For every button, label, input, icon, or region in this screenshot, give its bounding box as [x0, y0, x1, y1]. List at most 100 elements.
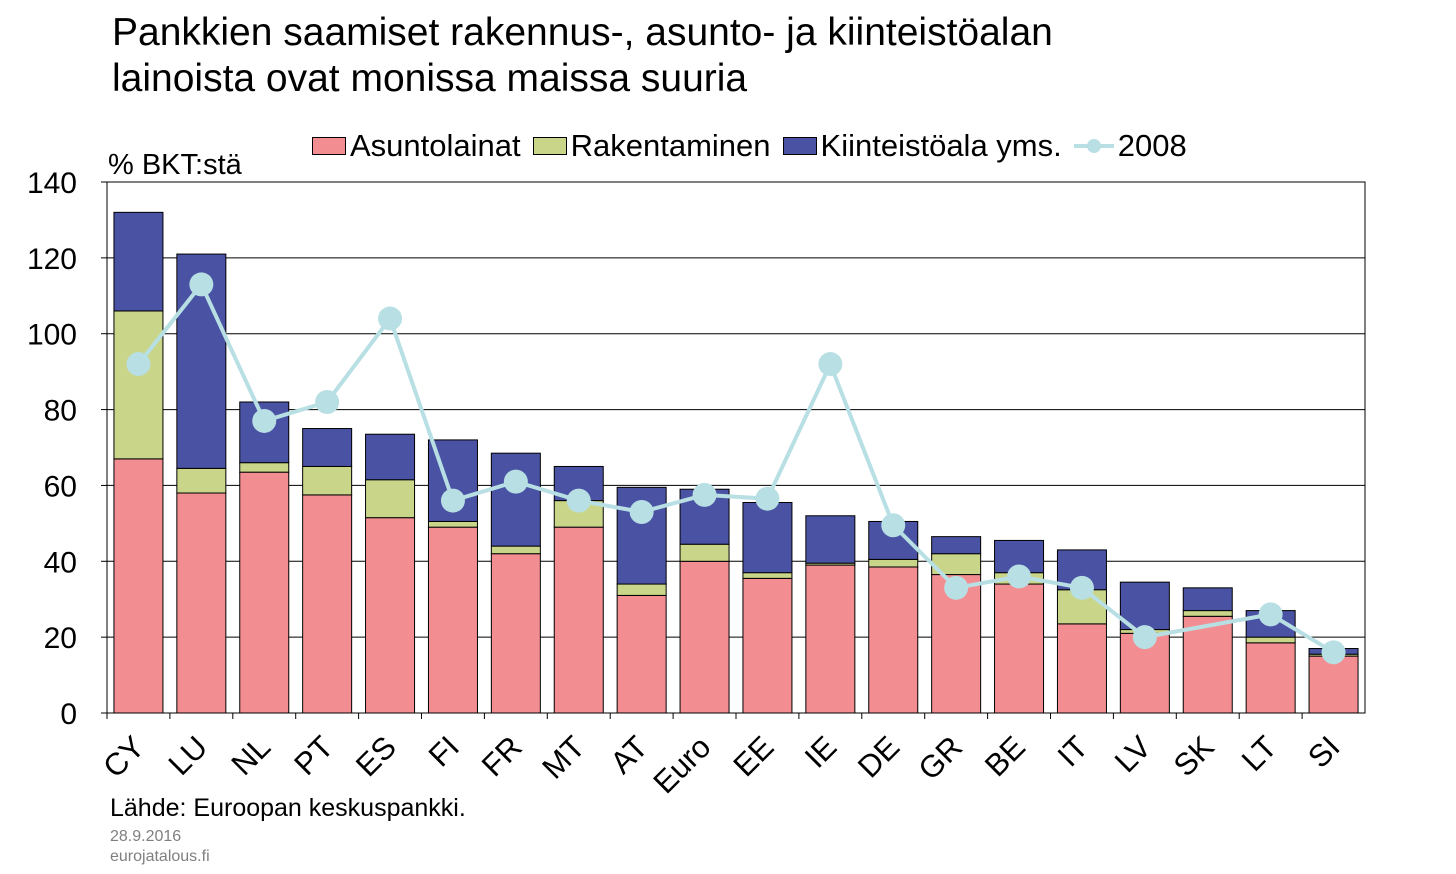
- y-tick-label-60: 60: [44, 470, 77, 503]
- bar-kiinteistoala-lv: [1119, 581, 1170, 631]
- legend-swatch-rakentaminen: [532, 137, 567, 155]
- bar-rakentaminen-ee: [742, 572, 793, 579]
- bar-kiinteistoala-sk: [1182, 587, 1233, 612]
- bar-asuntolainat-it: [1056, 623, 1107, 714]
- bar-asuntolainat-lu: [176, 492, 227, 714]
- point-2008-it: [1069, 575, 1094, 600]
- y-tick-label-120: 120: [27, 243, 77, 276]
- x-tick-label-de: DE: [851, 729, 906, 784]
- bar-kiinteistoala-ie: [805, 515, 856, 564]
- x-tick-label-gr: GR: [911, 729, 969, 787]
- point-2008-nl: [252, 408, 277, 433]
- legend-item-rakentaminen: Rakentaminen: [532, 128, 771, 164]
- point-2008-de: [881, 513, 906, 538]
- bar-asuntolainat-ie: [805, 564, 856, 714]
- x-tick-label-es: ES: [349, 729, 403, 783]
- y-axis-unit-label: % BKT:stä: [108, 149, 242, 181]
- y-tick-label-0: 0: [60, 698, 77, 731]
- legend-item-2008: 2008: [1073, 128, 1187, 164]
- x-tick-label-nl: NL: [224, 729, 277, 782]
- x-tick-label-fi: FI: [422, 729, 466, 773]
- x-tick-label-mt: MT: [535, 729, 591, 785]
- x-tick-label-fr: FR: [475, 729, 529, 783]
- point-2008-mt: [566, 488, 591, 513]
- bar-kiinteistoala-fr: [490, 452, 541, 547]
- bar-kiinteistoala-cy: [113, 211, 164, 312]
- bar-rakentaminen-at: [616, 583, 667, 596]
- bar-asuntolainat-be: [994, 583, 1045, 714]
- bar-asuntolainat-mt: [553, 526, 604, 714]
- point-2008-be: [1007, 564, 1032, 589]
- point-2008-fr: [503, 469, 528, 494]
- y-tick-label-80: 80: [44, 395, 77, 428]
- bar-asuntolainat-de: [868, 566, 919, 714]
- bar-asuntolainat-si: [1308, 655, 1359, 714]
- x-tick-label-euro: Euro: [646, 729, 717, 800]
- x-tick-label-it: IT: [1051, 729, 1095, 773]
- source-note: Lähde: Euroopan keskuspankki.: [110, 794, 466, 822]
- bar-asuntolainat-pt: [302, 494, 353, 714]
- bar-rakentaminen-pt: [302, 465, 353, 496]
- bar-asuntolainat-lt: [1245, 642, 1296, 714]
- point-2008-ie: [818, 352, 843, 377]
- y-tick-label-20: 20: [44, 622, 77, 655]
- bar-rakentaminen-cy: [113, 310, 164, 460]
- bar-kiinteistoala-es: [365, 433, 416, 481]
- point-2008-si: [1321, 640, 1346, 665]
- bar-rakentaminen-lt: [1245, 636, 1296, 644]
- point-2008-lv: [1132, 625, 1157, 650]
- bar-rakentaminen-lu: [176, 467, 227, 494]
- point-2008-lt: [1258, 602, 1283, 627]
- legend-swatch-kiinteistoala: [782, 137, 817, 155]
- point-2008-gr: [944, 575, 969, 600]
- x-tick-label-lt: LT: [1235, 729, 1284, 778]
- bar-rakentaminen-es: [365, 479, 416, 519]
- bar-kiinteistoala-gr: [931, 536, 982, 555]
- bar-kiinteistoala-ee: [742, 501, 793, 574]
- bar-asuntolainat-es: [365, 517, 416, 714]
- title-line-2: lainoista ovat monissa maissa suuria: [112, 57, 748, 100]
- x-tick-label-ie: IE: [798, 729, 843, 774]
- bar-asuntolainat-at: [616, 594, 667, 714]
- bar-rakentaminen-de: [868, 558, 919, 568]
- legend: Asuntolainat Rakentaminen Kiinteistöala …: [312, 128, 1199, 164]
- legend-label-rakentaminen: Rakentaminen: [570, 128, 771, 163]
- point-2008-fi: [440, 488, 465, 513]
- site-note: eurojatalous.fi: [110, 848, 210, 865]
- x-tick-label-at: AT: [603, 729, 654, 780]
- x-tick-label-be: BE: [978, 729, 1032, 783]
- x-tick-label-lv: LV: [1108, 729, 1158, 779]
- date-note: 28.9.2016: [110, 828, 182, 845]
- bar-rakentaminen-fr: [490, 545, 541, 555]
- point-2008-cy: [126, 352, 151, 377]
- bar-rakentaminen-sk: [1182, 610, 1233, 617]
- bar-asuntolainat-ee: [742, 577, 793, 714]
- title-line-1: Pankkien saamiset rakennus-, asunto- ja …: [112, 11, 1053, 54]
- point-2008-euro: [692, 482, 717, 507]
- bar-asuntolainat-euro: [679, 560, 730, 714]
- point-2008-ee: [755, 486, 780, 511]
- y-tick-label-140: 140: [27, 167, 77, 200]
- bar-rakentaminen-euro: [679, 543, 730, 562]
- bar-asuntolainat-cy: [113, 458, 164, 714]
- y-tick-label-40: 40: [44, 546, 77, 579]
- legend-label-2008: 2008: [1117, 128, 1187, 163]
- legend-item-kiinteistoala: Kiinteistöala yms.: [782, 128, 1062, 164]
- x-tick-label-cy: CY: [96, 729, 151, 784]
- bar-asuntolainat-fi: [427, 526, 478, 714]
- x-tick-label-lu: LU: [162, 729, 215, 782]
- chart-title: Pankkien saamiset rakennus-, asunto- ja …: [112, 10, 1412, 102]
- x-tick-label-ee: EE: [726, 729, 780, 783]
- point-2008-at: [629, 499, 654, 524]
- plot-frame: [106, 181, 1366, 714]
- point-2008-es: [378, 306, 403, 331]
- point-2008-pt: [315, 389, 340, 414]
- bar-asuntolainat-nl: [239, 471, 290, 714]
- y-tick-label-100: 100: [27, 319, 77, 352]
- legend-label-kiinteistoala: Kiinteistöala yms.: [820, 128, 1062, 163]
- legend-swatch-asuntolainat: [312, 137, 346, 155]
- point-2008-lu: [189, 272, 214, 297]
- x-tick-label-sk: SK: [1167, 729, 1221, 783]
- legend-item-asuntolainat: Asuntolainat: [312, 128, 521, 164]
